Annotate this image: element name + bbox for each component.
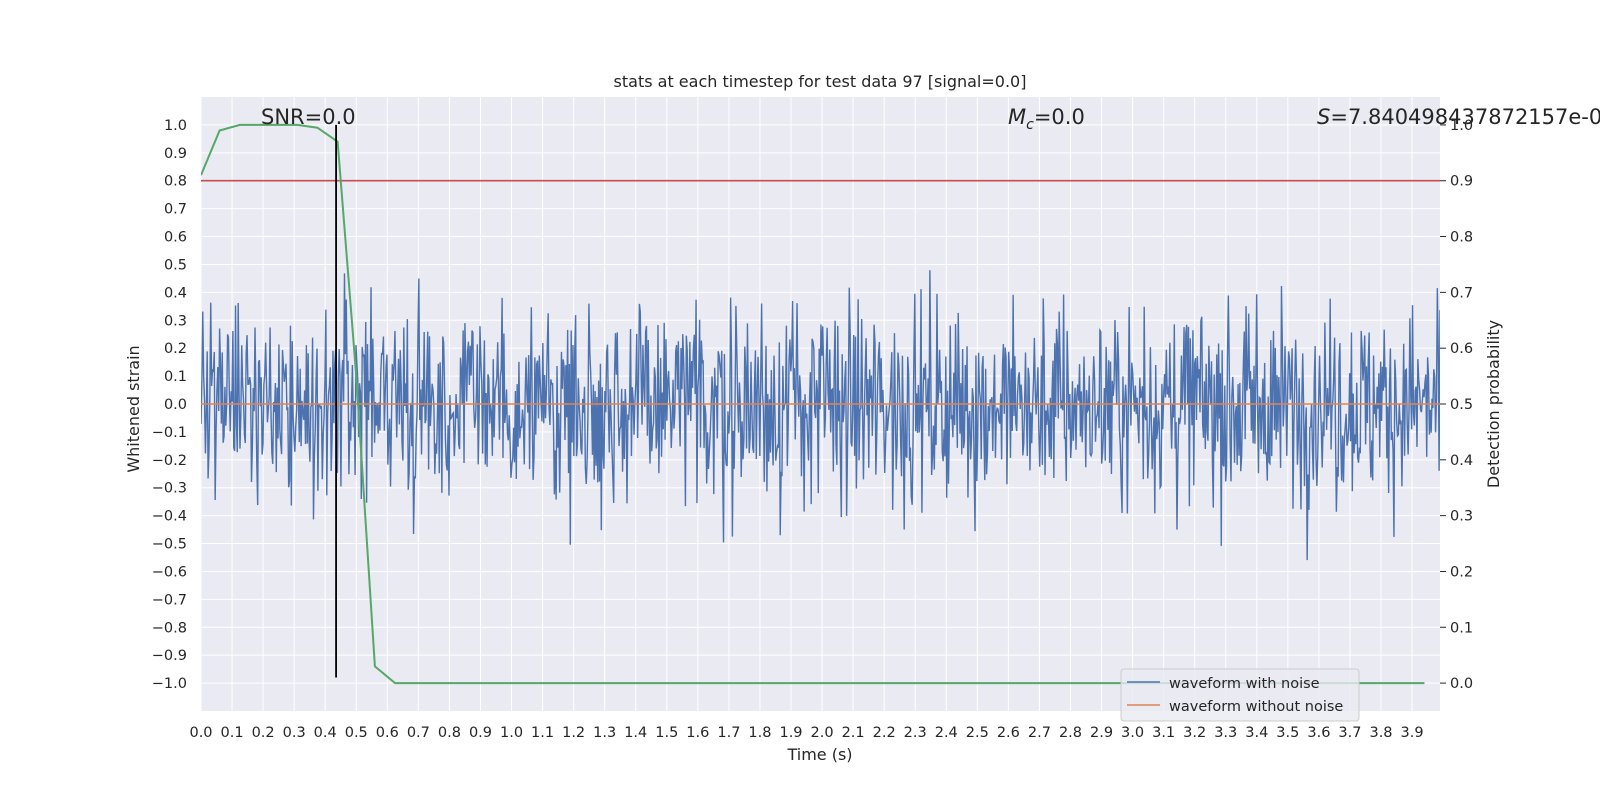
- s-value: =7.840498437872157e-05: [1330, 105, 1600, 129]
- x-tick-label: 3.9: [1401, 725, 1424, 741]
- y-tick-label: 0.8: [164, 174, 187, 190]
- x-tick-label: 2.5: [966, 725, 989, 741]
- x-tick-label: 3.7: [1338, 725, 1361, 741]
- x-tick-label: 1.0: [500, 725, 523, 741]
- x-tick-label: 1.4: [624, 725, 647, 741]
- x-tick-label: 3.1: [1152, 725, 1175, 741]
- y-axis-ticks: 1.0 0.9 0.8 0.7 0.6 0.5 0.4 0.3 0.2 0.1 0.0 −0.1 −0.…: [152, 118, 187, 692]
- y-axis-label: Whitened strain: [124, 345, 143, 472]
- x-tick-label: 3.6: [1307, 725, 1330, 741]
- x-tick-label: 2.8: [1059, 725, 1082, 741]
- x-tick-label: 0.5: [345, 725, 368, 741]
- y-tick-label: 0.9: [164, 146, 187, 162]
- x-tick-label: 2.4: [935, 725, 958, 741]
- y2-axis-label: Detection probability: [1484, 320, 1503, 488]
- y2-tick-label: 0.5: [1450, 397, 1473, 413]
- y-tick-label: 0.3: [164, 313, 187, 329]
- series-layer: [201, 123, 1440, 685]
- x-tick-label: 2.3: [904, 725, 927, 741]
- x-tick-label: 0.4: [314, 725, 337, 741]
- x-axis-ticks: 0.0 0.1 0.2 0.3 0.4 0.5 0.6 0.7 0.8 0.9 1.0 1.1 1.2 1…: [189, 725, 1423, 741]
- y2-tick-label: 0.2: [1450, 564, 1473, 580]
- s-symbol: S: [1317, 105, 1330, 129]
- legend-label-noise: waveform with noise: [1169, 676, 1320, 692]
- y2-tick-label: 0.1: [1450, 620, 1473, 636]
- y-tick-label: −1.0: [152, 676, 187, 692]
- chirp-mass-value: =0.0: [1034, 105, 1085, 129]
- snr-annotation: SNR=0.0: [261, 105, 356, 129]
- y-tick-label: 0.5: [164, 257, 187, 273]
- x-tick-label: 0.7: [407, 725, 430, 741]
- x-tick-label: 2.0: [811, 725, 834, 741]
- y-tick-label: 0.4: [164, 285, 187, 301]
- y2-tick-label: 0.7: [1450, 285, 1473, 301]
- x-tick-label: 0.3: [283, 725, 306, 741]
- x-tick-label: 0.9: [469, 725, 492, 741]
- x-tick-label: 3.3: [1214, 725, 1237, 741]
- y-tick-label: −0.7: [152, 592, 187, 608]
- y-tick-label: −0.5: [152, 537, 187, 553]
- x-tick-label: 2.9: [1090, 725, 1113, 741]
- y2-tick-label: 0.4: [1450, 453, 1473, 469]
- x-tick-label: 0.1: [221, 725, 244, 741]
- noise-waveform-line: [201, 270, 1440, 561]
- legend-label-clean: waveform without noise: [1169, 699, 1343, 715]
- x-tick-label: 1.3: [593, 725, 616, 741]
- y2-tick-label: 0.0: [1450, 676, 1473, 692]
- y-tick-label: 0.1: [164, 369, 187, 385]
- detection-probability-line: [201, 123, 1425, 685]
- x-tick-label: 3.2: [1183, 725, 1206, 741]
- x-tick-label: 2.1: [842, 725, 865, 741]
- x-tick-label: 0.0: [189, 725, 212, 741]
- x-tick-label: 1.1: [531, 725, 554, 741]
- y-tick-label: −0.6: [152, 564, 187, 580]
- x-tick-label: 3.5: [1276, 725, 1299, 741]
- y-tick-label: 0.2: [164, 341, 187, 357]
- x-tick-label: 1.7: [717, 725, 740, 741]
- chirp-mass-subscript: c: [1026, 117, 1034, 133]
- y-tick-label: 0.0: [164, 397, 187, 413]
- y2-tick-label: 0.9: [1450, 174, 1473, 190]
- y2-tick-label: 0.3: [1450, 509, 1473, 525]
- x-tick-label: 0.2: [252, 725, 275, 741]
- y-tick-label: 0.6: [164, 230, 187, 246]
- x-tick-label: 2.2: [873, 725, 896, 741]
- x-tick-label: 1.6: [686, 725, 709, 741]
- x-tick-label: 2.7: [1028, 725, 1051, 741]
- legend: waveform with noise waveform without noi…: [1120, 668, 1360, 722]
- x-tick-label: 3.8: [1369, 725, 1392, 741]
- y2-tick-label: 1.0: [1450, 118, 1473, 134]
- y-tick-label: −0.1: [152, 425, 187, 441]
- x-tick-label: 0.8: [438, 725, 461, 741]
- x-axis-label: Time (s): [786, 745, 852, 764]
- x-tick-label: 1.8: [748, 725, 771, 741]
- y2-axis-ticks: 1.0 0.9 0.8 0.7 0.6 0.5 0.4 0.3 0.2 0.1 0.0: [1440, 118, 1473, 692]
- x-tick-label: 1.2: [562, 725, 585, 741]
- y-tick-label: −0.8: [152, 620, 187, 636]
- y2-tick-label: 0.8: [1450, 230, 1473, 246]
- x-tick-label: 2.6: [997, 725, 1020, 741]
- y-tick-label: −0.4: [152, 509, 187, 525]
- y-tick-label: 1.0: [164, 118, 187, 134]
- chirp-mass-annotation: Mc=0.0: [1008, 105, 1085, 133]
- y-tick-label: 0.7: [164, 202, 187, 218]
- x-tick-label: 0.6: [376, 725, 399, 741]
- x-tick-label: 1.9: [779, 725, 802, 741]
- legend-box: [1120, 668, 1360, 722]
- x-tick-label: 3.0: [1121, 725, 1144, 741]
- y-tick-label: −0.2: [152, 453, 187, 469]
- chart-title: stats at each timestep for test data 97 …: [614, 72, 1027, 91]
- x-tick-label: 3.4: [1245, 725, 1268, 741]
- chirp-mass-symbol: M: [1008, 105, 1026, 129]
- y-tick-label: −0.9: [152, 648, 187, 664]
- y-tick-label: −0.3: [152, 481, 187, 497]
- y2-tick-label: 0.6: [1450, 341, 1473, 357]
- s-annotation: S=7.840498437872157e-05: [1317, 105, 1600, 129]
- x-tick-label: 1.5: [655, 725, 678, 741]
